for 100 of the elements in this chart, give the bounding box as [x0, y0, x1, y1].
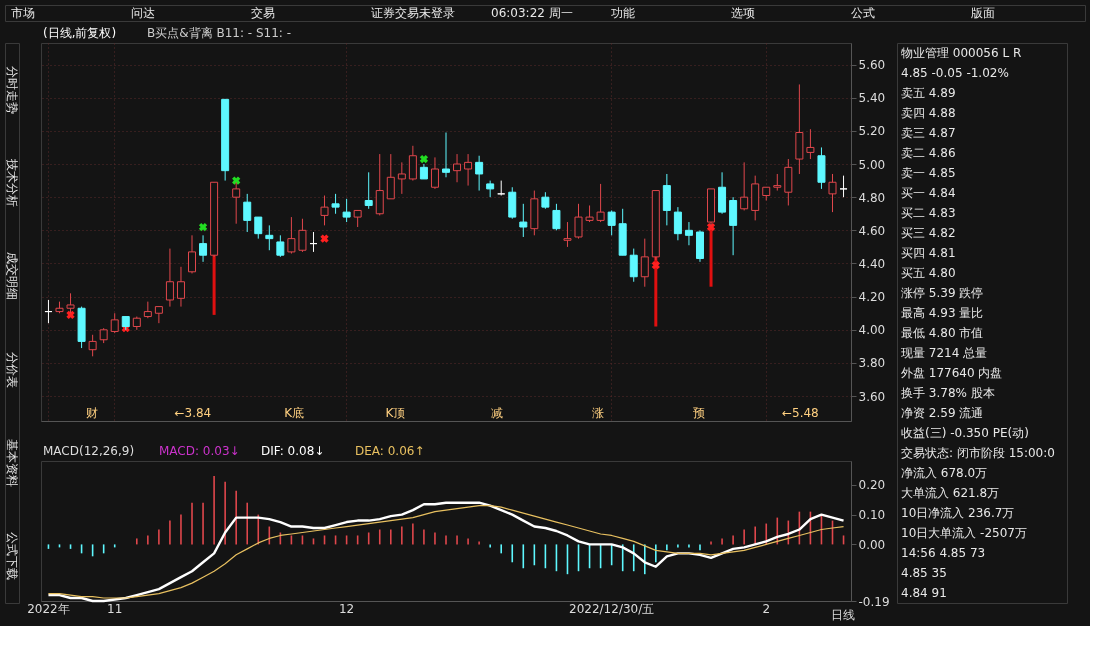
candlestick [453, 153, 462, 183]
x-tick-label: 12 [338, 601, 355, 616]
text: 10日大单流入 -2507万 [901, 526, 1027, 540]
text: 买四 4.81 [901, 246, 956, 260]
text: 14:56 4.85 73 [901, 546, 986, 560]
text: 买二 4.83 [901, 206, 956, 220]
text: 技术分析 [5, 158, 19, 207]
candlestick [331, 193, 340, 215]
text: 买三 4.82 [901, 226, 956, 240]
candlestick [430, 156, 439, 190]
y-tick-label: 0.20 [858, 478, 886, 493]
text: 物业管理 000056 L R [901, 46, 1022, 60]
chart-title: (日线,前复权) [43, 26, 117, 40]
text: 涨停 5.39 跌停 [901, 286, 984, 300]
text: 交易状态: 闭市阶段 15:00:0 [901, 446, 1055, 460]
y-tick-label: 0.00 [858, 537, 886, 552]
text: 收益(三) -0.350 PE(动) [901, 426, 1029, 440]
candlestick [287, 216, 296, 255]
y-tick-label: 4.80 [858, 190, 886, 205]
candlestick [176, 266, 185, 308]
annotation: 预 [693, 406, 706, 420]
x-tick-label: 2022/12/30/五 [569, 601, 655, 616]
point [651, 261, 660, 270]
text: 外盘 177640 内盘 [901, 366, 1003, 380]
text: 版面 [971, 6, 995, 20]
text: 市场 [11, 6, 35, 20]
point [419, 154, 429, 164]
candlestick [375, 153, 384, 216]
candlestick [806, 128, 815, 160]
text: DEA: 0.06↑ [355, 444, 425, 458]
text: 卖五 4.89 [901, 86, 956, 100]
y-tick-label: 4.20 [858, 290, 886, 305]
candlestick [254, 216, 263, 240]
text: 现量 7214 总量 [901, 346, 988, 360]
point [66, 310, 75, 320]
text: 买一 4.84 [901, 186, 956, 200]
y-tick-label: 4.60 [858, 223, 886, 238]
text: 最低 4.80 市值 [901, 326, 984, 340]
y-tick-label: 3.60 [858, 389, 886, 404]
candlestick [475, 155, 484, 192]
y-tick-label: 5.40 [858, 91, 886, 106]
candlestick [199, 234, 208, 263]
candlestick [342, 198, 351, 223]
y-tick-label: 4.00 [858, 323, 886, 338]
candlestick [110, 312, 119, 334]
candlestick [464, 153, 473, 187]
candlestick [364, 171, 373, 210]
annotation: K底 [284, 406, 305, 420]
bar [212, 255, 216, 315]
x-tick-label: 2022年 [27, 601, 70, 616]
candlestick [596, 183, 605, 223]
annotation: ←5.48 [781, 406, 819, 420]
candlestick [442, 132, 450, 178]
candlestick [629, 248, 638, 283]
candlestick [740, 161, 749, 211]
text: 卖三 4.87 [901, 126, 956, 140]
candlestick [519, 203, 528, 238]
annotation: 财 [85, 406, 98, 420]
candlestick [640, 238, 649, 288]
text: 06:03:22 周一 [491, 6, 573, 20]
text: 基本资料 [5, 439, 19, 487]
y-tick-label: 5.20 [858, 124, 886, 139]
y-tick-label: 3.80 [858, 356, 886, 371]
candlestick [408, 145, 417, 182]
candlestick [607, 209, 616, 236]
candlestick [397, 161, 406, 195]
text: 净流入 678.0万 [901, 466, 988, 480]
text: 日线 [831, 608, 855, 622]
point [232, 176, 241, 185]
point [320, 234, 329, 243]
chart-subtitle: B买点&背离 B11: - S11: - [147, 26, 291, 40]
text: DIF: 0.08↓ [261, 444, 325, 458]
candlestick [276, 234, 285, 258]
text: 4.85 -0.05 -1.02% [901, 66, 1009, 80]
text: 卖一 4.85 [901, 166, 956, 180]
y-tick-label: 5.60 [858, 58, 886, 73]
candlestick [320, 195, 329, 226]
candlestick [165, 248, 174, 308]
candlestick [673, 206, 682, 241]
candlestick [154, 306, 163, 324]
text: 成交明细 [5, 252, 19, 301]
text: 最高 4.93 量比 [901, 306, 984, 320]
candlestick [828, 173, 837, 213]
candlestick [265, 224, 274, 251]
candlestick [243, 193, 252, 233]
text: 卖二 4.86 [901, 146, 956, 160]
x-tick-label: 11 [107, 601, 123, 616]
annotation: 减 [490, 406, 503, 420]
text: 功能 [611, 6, 635, 20]
annotation: 涨 [591, 406, 604, 420]
text: 问达 [131, 6, 155, 20]
text: 10日净流入 236.7万 [901, 506, 1015, 520]
candlestick [552, 203, 561, 231]
text: 换手 3.78% 股本 [901, 386, 995, 400]
text: 大单流入 621.8万 [901, 486, 1000, 500]
text: 证券交易未登录 [371, 6, 455, 20]
annotation: ←3.84 [174, 406, 212, 420]
chart-title: MACD(12,26,9) [43, 444, 135, 458]
text: 分时走势 [5, 65, 19, 114]
text: 卖四 4.88 [901, 106, 956, 120]
